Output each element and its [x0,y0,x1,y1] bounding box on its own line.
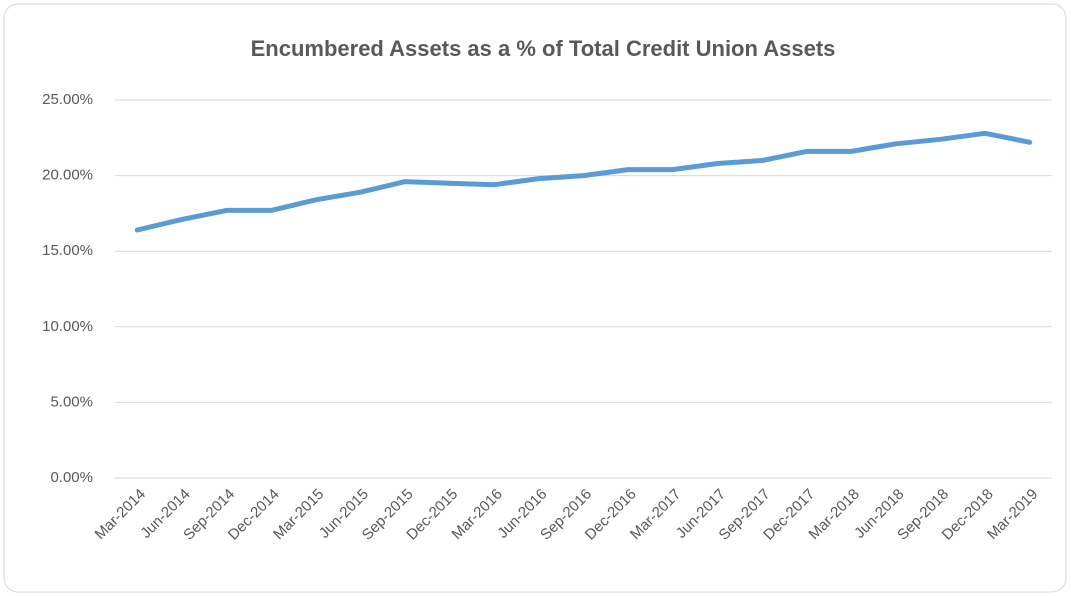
y-tick-label: 10.00% [42,318,93,335]
chart-title: Encumbered Assets as a % of Total Credit… [251,36,836,61]
y-tick-label: 5.00% [50,393,93,410]
data-line [134,130,1033,233]
y-tick-label: 20.00% [42,167,93,184]
y-tick-label: 15.00% [42,242,93,259]
y-tick-label: 0.00% [50,469,93,486]
y-tick-label: 25.00% [42,91,93,108]
